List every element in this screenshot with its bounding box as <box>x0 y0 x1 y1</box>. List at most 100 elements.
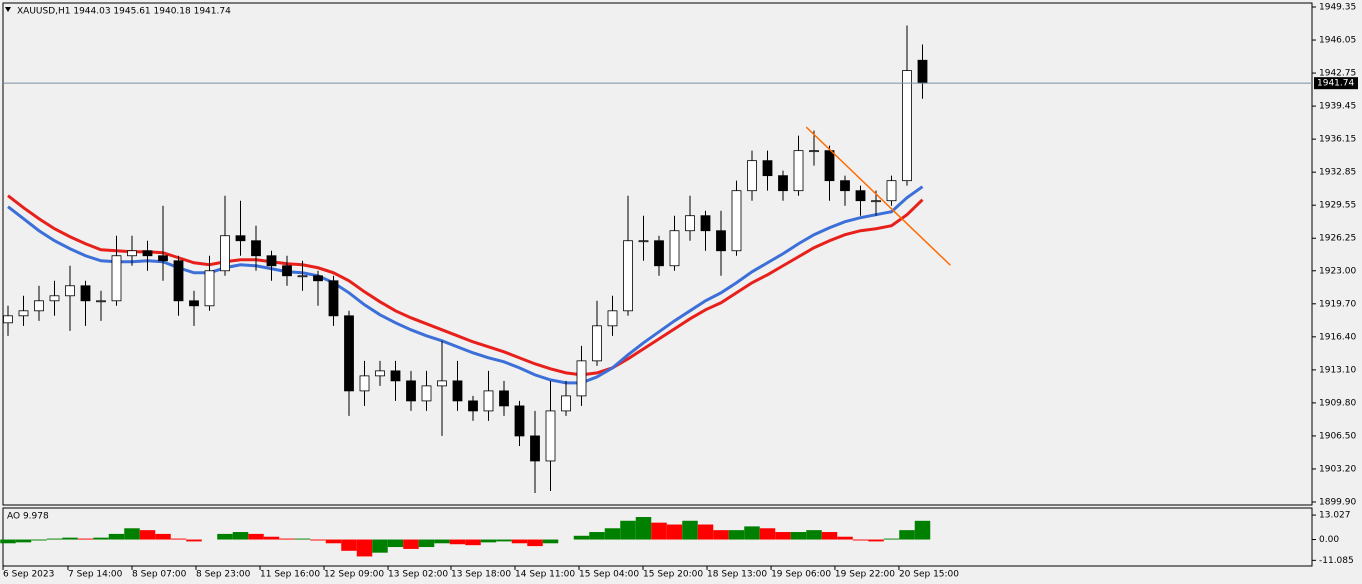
ao-bar <box>93 537 109 540</box>
candle-body <box>499 390 509 407</box>
ao-bar <box>248 533 264 540</box>
candle-body <box>173 260 184 302</box>
candle-body <box>561 395 571 412</box>
y-tick-label: 1906.50 <box>1319 431 1356 441</box>
candle-body <box>359 375 370 392</box>
candle-body <box>220 235 230 272</box>
ao-bar <box>232 532 249 540</box>
candle-body <box>716 230 726 252</box>
candle-body <box>700 215 711 232</box>
moving-average <box>7 185 924 385</box>
y-tick-label: 1939.45 <box>1319 102 1356 112</box>
candle-body <box>251 240 261 257</box>
ao-bar <box>713 530 729 540</box>
ao-bar <box>46 538 63 540</box>
moving-average <box>7 194 924 377</box>
candle-body <box>3 315 13 324</box>
candle-body <box>623 240 633 312</box>
candle-body <box>111 255 122 302</box>
candle-body <box>328 280 339 317</box>
candle-body <box>158 255 168 262</box>
ao-bar <box>604 528 621 540</box>
candle-body <box>576 360 587 397</box>
ao-bar <box>542 539 559 544</box>
ao-bar <box>914 520 931 540</box>
candle-body <box>607 310 618 327</box>
ao-bar <box>775 532 791 540</box>
x-tick-label: 19 Sep 22:00 <box>835 570 895 580</box>
y-tick-label: 1929.55 <box>1319 201 1356 211</box>
candle-body <box>731 190 742 252</box>
candle-body <box>96 300 106 303</box>
ao-bar <box>356 539 373 557</box>
candle-body <box>127 250 137 257</box>
ao-bar <box>62 537 78 540</box>
candle-body <box>65 285 75 297</box>
candle-body <box>142 250 153 257</box>
y-tick-label: 1936.15 <box>1319 135 1356 145</box>
candle-body <box>747 160 757 192</box>
candle-body <box>34 300 44 312</box>
candle-body <box>654 240 664 267</box>
candle-body <box>545 410 556 462</box>
ao-bar <box>434 539 450 544</box>
ao-bar <box>310 539 326 541</box>
candle-body <box>437 380 447 387</box>
ao-bar <box>465 539 481 546</box>
y-tick-label: 0.00 <box>1319 535 1339 545</box>
candle-body <box>468 400 478 412</box>
candle-body <box>452 380 463 402</box>
chart-title: XAUUSD,H1 1944.03 1945.61 1940.18 1941.7… <box>17 7 231 17</box>
ao-bar <box>527 539 543 547</box>
y-tick-label: 1919.70 <box>1319 299 1356 309</box>
candle-body <box>189 300 199 307</box>
candle-body <box>809 150 819 153</box>
ao-bar <box>821 532 838 540</box>
x-tick-label: 7 Sep 14:00 <box>68 570 123 580</box>
candle-body <box>514 405 525 437</box>
candle-body <box>344 315 354 392</box>
candle-body <box>375 370 385 377</box>
candle-body <box>669 230 680 267</box>
ao-bar <box>806 530 822 540</box>
ao-bar <box>589 532 605 540</box>
ao-bar <box>868 539 884 542</box>
ao-bar <box>620 520 636 540</box>
ao-bar <box>651 522 667 540</box>
x-tick-label: 11 Sep 16:00 <box>260 570 320 580</box>
ao-bar <box>15 539 32 543</box>
ao-bar <box>403 539 419 549</box>
ao-bar <box>666 524 683 540</box>
y-tick-label: 1899.90 <box>1319 497 1356 507</box>
y-tick-label: 1903.20 <box>1319 464 1356 474</box>
ao-bar <box>170 538 187 540</box>
candle-body <box>530 435 540 462</box>
candle-body <box>49 295 60 302</box>
candle-body <box>297 275 308 278</box>
x-tick-label: 8 Sep 23:00 <box>196 570 251 580</box>
ao-bar <box>790 532 807 540</box>
ao-bar <box>449 539 466 545</box>
candle-body <box>483 390 494 412</box>
candle-body <box>917 59 928 84</box>
ao-bar <box>155 533 171 540</box>
ao-bar <box>759 528 776 540</box>
candle-body <box>685 215 695 232</box>
ao-bar <box>728 530 745 540</box>
candle-body <box>638 240 649 243</box>
ao-bar <box>217 533 233 540</box>
ao-bar <box>635 517 652 540</box>
y-tick-label: 13.027 <box>1319 511 1351 521</box>
candle-body <box>390 370 401 382</box>
y-tick-label: 1942.75 <box>1319 69 1356 79</box>
candle-body <box>778 175 788 192</box>
x-tick-label: 19 Sep 06:00 <box>771 570 831 580</box>
ao-bar <box>480 539 497 543</box>
candle-body <box>235 235 246 242</box>
y-tick-label: 1909.80 <box>1319 398 1356 408</box>
ao-bar <box>682 520 698 540</box>
x-tick-label: 6 Sep 2023 <box>3 570 54 580</box>
ao-bar <box>387 539 404 548</box>
candle-body <box>592 325 602 362</box>
